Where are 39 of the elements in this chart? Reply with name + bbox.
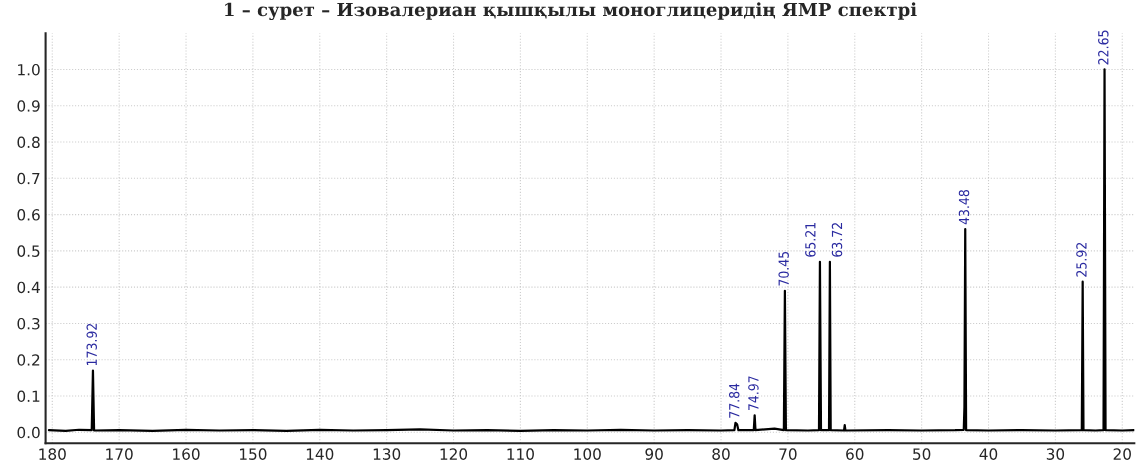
- x-tick-label: 70: [779, 448, 797, 460]
- y-tick-label: 0.0: [17, 426, 40, 439]
- annotation: 43.48: [958, 190, 970, 225]
- x-tick-label: 170: [106, 448, 133, 460]
- x-tick-label: 20: [1113, 448, 1131, 460]
- y-tick-label: 0.7: [17, 172, 40, 185]
- y-tick-label: 1.0: [18, 63, 40, 76]
- x-tick-label: 140: [306, 448, 334, 460]
- x-tick-label: 90: [645, 448, 663, 460]
- chart-title: 1 – сурет – Изовалериан қышқылы моноглицеридің ЯМР спектрі: [225, 2, 917, 21]
- annotation: 77.84: [728, 383, 740, 418]
- y-tick-label: 0.3: [17, 317, 40, 330]
- x-tick-label: 110: [507, 448, 534, 460]
- x-tick-label: 40: [979, 448, 998, 460]
- x-tick-label: 160: [173, 448, 200, 460]
- y-tick-label: 0.9: [17, 100, 40, 112]
- y-tick-label: 0.6: [17, 209, 40, 221]
- annotation: 173.92: [86, 323, 97, 366]
- y-tick-label: 0.8: [17, 136, 40, 149]
- annotation: 63.72: [831, 223, 843, 257]
- y-tick-label: 0.1: [17, 390, 40, 403]
- annotation: 22.65: [1098, 30, 1109, 65]
- x-tick-label: 150: [240, 448, 267, 460]
- annotation: 74.97: [748, 376, 759, 411]
- x-tick-label: 30: [1046, 448, 1065, 460]
- line-series: [47, 68, 1135, 432]
- y-tick-label: 0.2: [17, 354, 40, 366]
- annotation: 25.92: [1076, 243, 1087, 277]
- x-tick-label: 130: [373, 448, 401, 460]
- x-tick-label: 100: [574, 448, 601, 460]
- y-tick-label: 0.4: [17, 281, 40, 294]
- x-tick-label: 120: [440, 448, 468, 460]
- x-tick-label: 80: [712, 448, 730, 460]
- x-tick-label: 180: [39, 448, 66, 460]
- annotation: 65.21: [805, 222, 816, 257]
- x-tick-label: 60: [846, 448, 864, 460]
- annotation: 70.45: [778, 251, 789, 286]
- y-tick-label: 0.5: [17, 245, 40, 257]
- x-tick-label: 50: [913, 448, 931, 460]
